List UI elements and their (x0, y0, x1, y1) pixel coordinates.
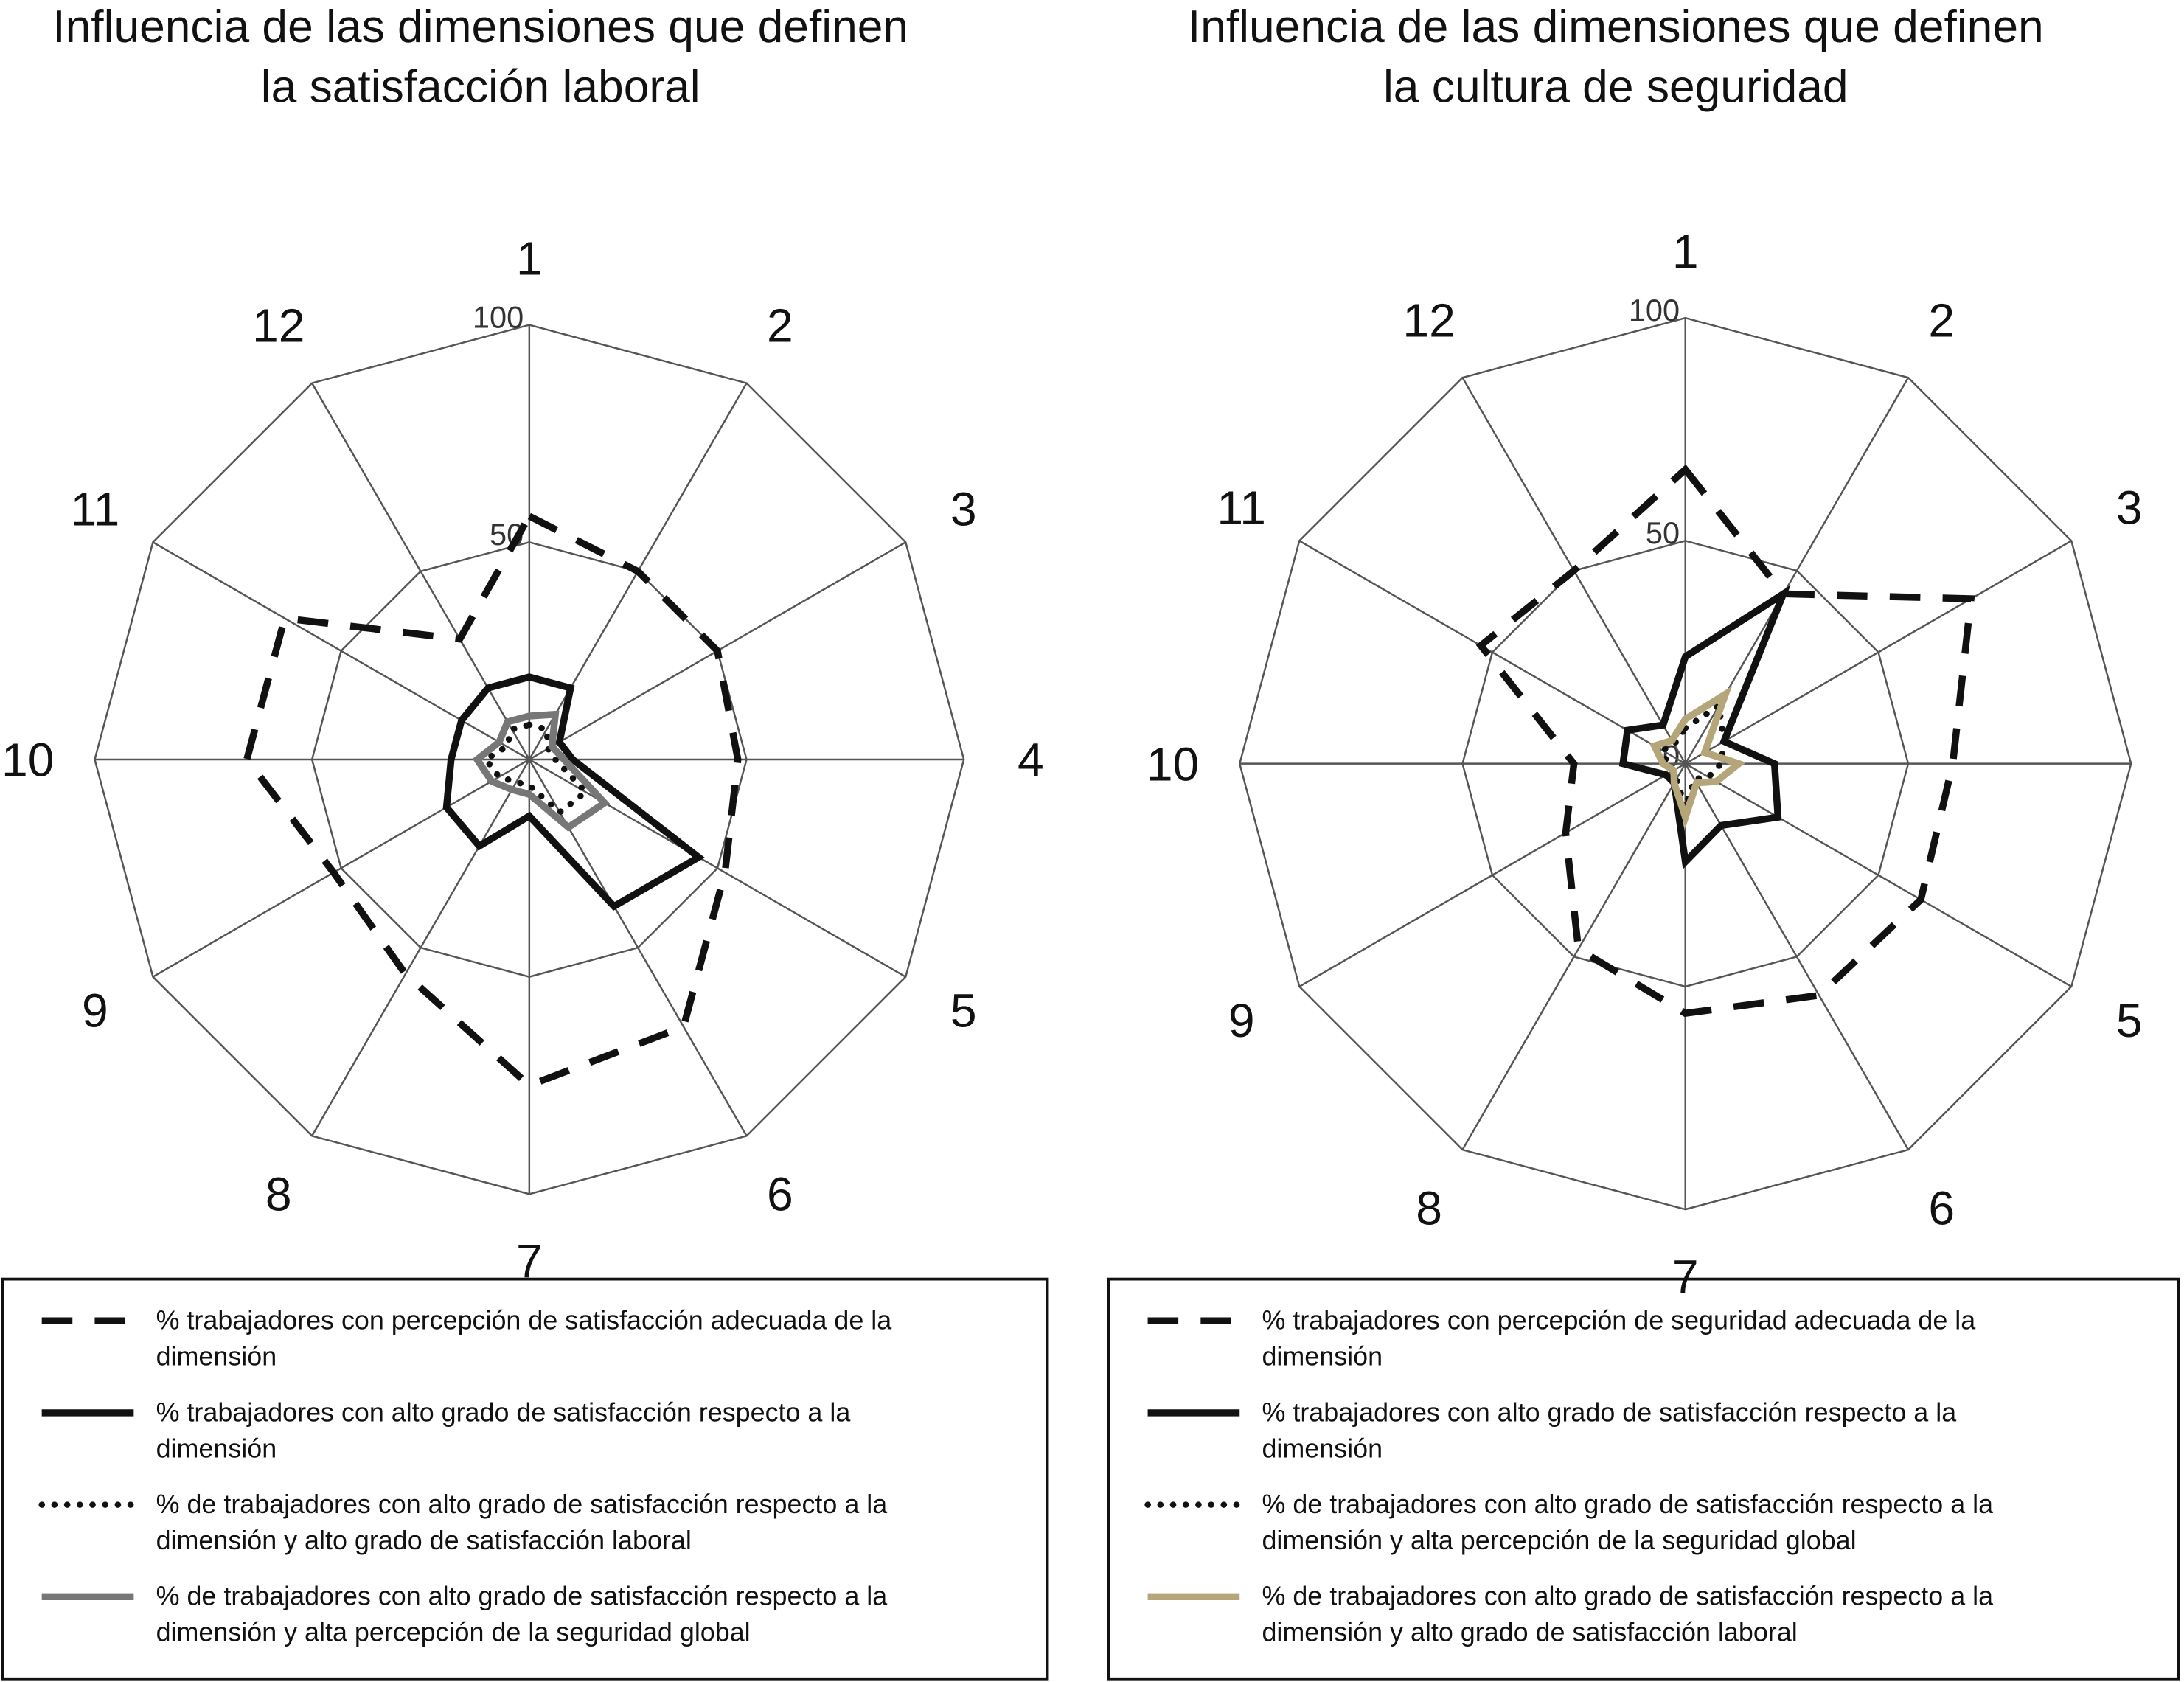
category-label: 11 (1217, 482, 1266, 535)
category-label: 5 (950, 984, 977, 1038)
spoke (529, 758, 906, 978)
spoke (152, 541, 530, 761)
chart-title: la satisfacción laboral (261, 61, 700, 112)
spoke (528, 759, 748, 1137)
spoke (1298, 762, 1686, 987)
legend-entry: % trabajadores con alto grado de satisfa… (1262, 1399, 1957, 1464)
spoke (1685, 540, 2072, 765)
legend-label: % trabajadores con alto grado de satisfa… (1262, 1399, 1957, 1464)
radar-chart: Influencia de las dimensiones que define… (1, 1, 1049, 1681)
legend-box (1107, 1277, 2180, 1681)
category-label: 5 (2116, 994, 2143, 1047)
chart-title: Influencia de las dimensiones que define… (52, 1, 908, 52)
category-label: 2 (767, 299, 793, 352)
category-label: 9 (1228, 994, 1255, 1047)
series-line (1475, 464, 1975, 1018)
category-label: 6 (767, 1168, 793, 1221)
legend-label: % de trabajadores con alto grado de sati… (1262, 1490, 1994, 1557)
series-line (442, 673, 705, 911)
category-label: 7 (1672, 1250, 1699, 1303)
legend-entry: % trabajadores con percepción de segurid… (1262, 1307, 1976, 1373)
chart-title: Influencia de las dimensiones que define… (1188, 1, 2044, 52)
legend-entry: % trabajadores con alto grado de satisfa… (156, 1399, 851, 1464)
category-label: 2 (1928, 293, 1955, 347)
spoke (1461, 763, 1686, 1150)
spoke (1684, 763, 1910, 1150)
r-tick-label: 100 (1629, 293, 1680, 327)
spoke (1298, 540, 1686, 765)
legend-entry: % trabajadores con percepción de satisfa… (156, 1307, 892, 1373)
category-label: 6 (1928, 1181, 1955, 1234)
legend-entry: % de trabajadores con alto grado de sati… (156, 1582, 888, 1649)
category-label: 8 (1416, 1181, 1442, 1234)
series-line (1649, 686, 1747, 829)
category-label: 3 (2116, 482, 2143, 535)
spoke (1685, 762, 2072, 987)
category-label: 4 (1018, 734, 1044, 787)
legend-label: % trabajadores con alto grado de satisfa… (156, 1399, 851, 1464)
category-label: 8 (265, 1168, 292, 1221)
category-label: 12 (1402, 293, 1455, 347)
category-label: 9 (82, 984, 108, 1038)
legend-entry: % de trabajadores con alto grado de sati… (156, 1490, 888, 1557)
category-label: 1 (1672, 225, 1699, 278)
legend-box (1, 1277, 1049, 1681)
legend-label: % trabajadores con percepción de satisfa… (156, 1307, 892, 1373)
r-tick-label: 50 (1646, 515, 1680, 550)
legend-label: % de trabajadores con alto grado de sati… (156, 1490, 888, 1557)
spoke (311, 382, 530, 760)
category-label: 10 (1147, 737, 1199, 790)
category-label: 1 (516, 232, 543, 285)
category-label: 11 (71, 483, 120, 536)
series-line (481, 721, 591, 816)
series-line (243, 511, 742, 1090)
spoke (152, 758, 530, 978)
spoke (311, 759, 530, 1137)
legend-label: % de trabajadores con alto grado de sati… (1262, 1582, 1994, 1649)
category-label: 3 (950, 483, 977, 536)
radar-chart: Influencia de las dimensiones que define… (1107, 1, 2180, 1681)
category-label: 12 (252, 299, 305, 352)
legend-label: % de trabajadores con alto grado de sati… (156, 1582, 888, 1649)
category-label: 10 (1, 734, 54, 787)
chart-title: la cultura de seguridad (1383, 61, 1849, 112)
series-line (472, 710, 611, 832)
legend-label: % trabajadores con percepción de segurid… (1262, 1307, 1976, 1373)
r-tick-label: 100 (473, 299, 524, 334)
legend-entry: % de trabajadores con alto grado de sati… (1262, 1582, 1994, 1649)
legend-entry: % de trabajadores con alto grado de sati… (1262, 1490, 1994, 1557)
